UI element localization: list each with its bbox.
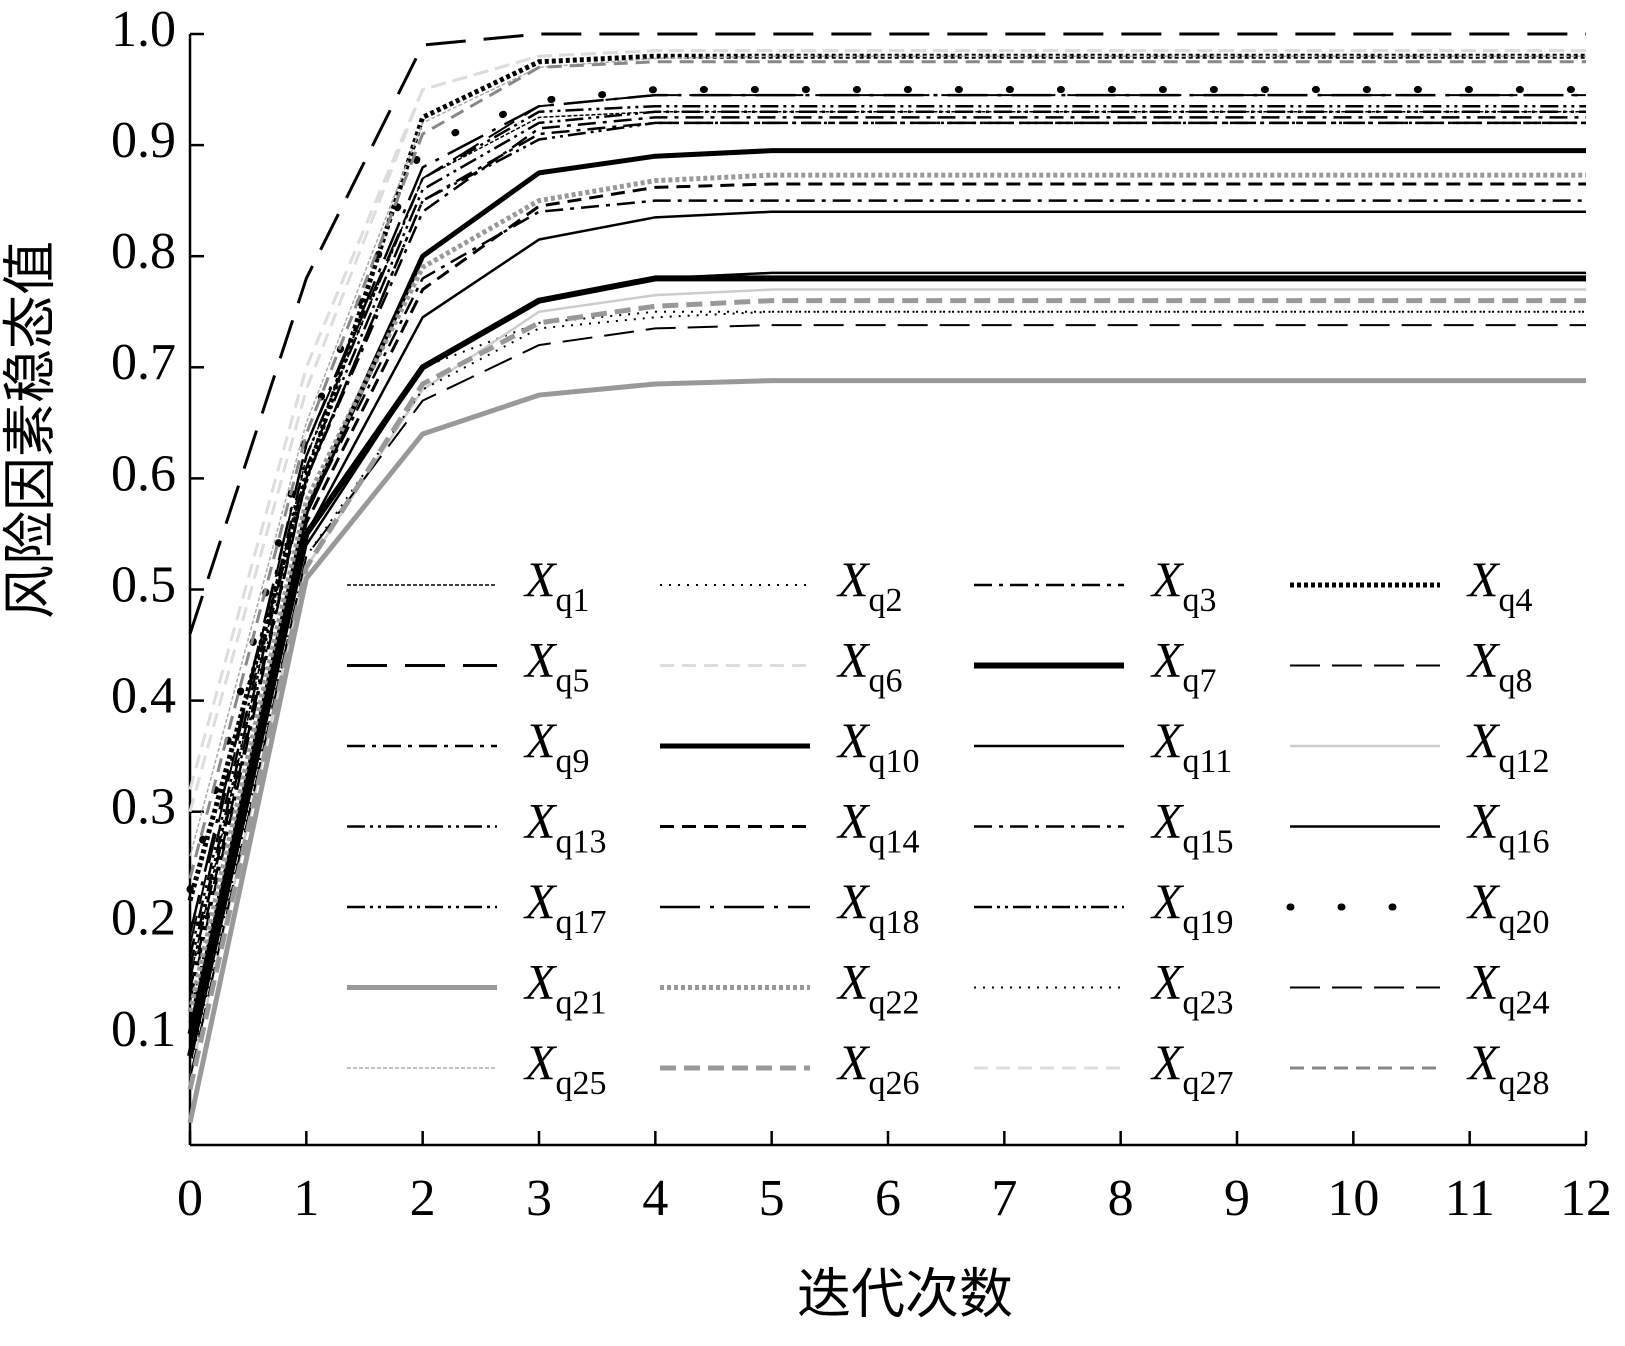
legend-label: Xq27	[1150, 1034, 1234, 1101]
legend-label: Xq1	[523, 551, 590, 618]
x-tick-label: 1	[293, 1170, 319, 1227]
legend-label: Xq7	[1150, 632, 1217, 699]
x-axis-title: 迭代次数	[797, 1264, 1013, 1324]
y-tick-label: 0.3	[111, 779, 176, 836]
x-tick-label: 3	[526, 1170, 552, 1227]
x-tick-label: 10	[1327, 1170, 1379, 1227]
legend-label: Xq15	[1150, 793, 1234, 860]
y-tick-label: 1.0	[111, 1, 176, 58]
series-line	[188, 49, 1586, 790]
legend-label: Xq18	[836, 873, 920, 940]
legend-label: Xq20	[1466, 873, 1550, 940]
series-line	[187, 298, 1586, 1090]
y-tick-label: 0.8	[111, 223, 176, 280]
legend-label: Xq22	[836, 954, 920, 1021]
series-line	[188, 116, 1586, 1001]
x-tick-label: 2	[410, 1170, 436, 1227]
legend-label: Xq19	[1150, 873, 1234, 940]
legend-label: Xq24	[1466, 954, 1550, 1021]
series-line	[188, 182, 1586, 1024]
series-line	[189, 94, 1586, 946]
x-tick-label: 4	[642, 1170, 668, 1227]
legend-label: Xq17	[523, 873, 607, 940]
legend-label: Xq2	[836, 551, 903, 618]
series-line	[187, 378, 1586, 1124]
series-line	[189, 324, 1586, 1079]
x-tick-label: 6	[875, 1170, 901, 1227]
series-line	[189, 55, 1586, 857]
y-tick-label: 0.5	[111, 556, 176, 613]
series-line	[188, 121, 1586, 979]
legend-label: Xq28	[1466, 1034, 1550, 1101]
series-line	[188, 271, 1586, 1057]
series-line	[188, 199, 1586, 1035]
legend-label: Xq5	[523, 632, 590, 699]
series-line	[188, 60, 1586, 879]
legend-label: Xq25	[523, 1034, 607, 1101]
x-tick-label: 11	[1445, 1170, 1495, 1227]
y-tick-label: 0.9	[111, 112, 176, 169]
series-line	[188, 210, 1586, 1046]
legend-label: Xq21	[523, 954, 607, 1021]
y-axis-title: 风险因素稳态值	[0, 241, 60, 619]
series-line	[188, 104, 1586, 957]
x-tick-label: 9	[1224, 1170, 1250, 1227]
legend-label: Xq12	[1466, 712, 1550, 779]
legend-label: Xq16	[1466, 793, 1550, 860]
x-tick-label: 12	[1560, 1170, 1612, 1227]
legend-label: Xq4	[1466, 551, 1533, 618]
legend-label: Xq23	[1150, 954, 1234, 1021]
legend-label: Xq10	[836, 712, 920, 779]
y-tick-label: 0.4	[111, 668, 176, 725]
legend-label: Xq3	[1150, 551, 1217, 618]
legend-label: Xq14	[836, 793, 920, 860]
legend-label: Xq9	[523, 712, 590, 779]
legend-label: Xq26	[836, 1034, 920, 1101]
legend-label: Xq6	[836, 632, 903, 699]
legend-label: Xq8	[1466, 632, 1533, 699]
series-line	[188, 110, 1586, 968]
series-line	[188, 288, 1586, 1079]
series-line	[187, 148, 1586, 1035]
y-tick-label: 0.1	[111, 1001, 176, 1058]
x-tick-label: 7	[991, 1170, 1017, 1227]
y-tick-label: 0.7	[111, 334, 176, 391]
y-tick-label: 0.2	[111, 890, 176, 947]
x-tick-label: 5	[759, 1170, 785, 1227]
y-tick-label: 0.6	[111, 445, 176, 502]
legend-label: Xq13	[523, 793, 607, 860]
x-tick-label: 0	[177, 1170, 203, 1227]
series-line	[187, 172, 1586, 1013]
series-line	[188, 93, 1586, 935]
legend-label: Xq11	[1150, 712, 1232, 779]
x-tick-label: 8	[1108, 1170, 1134, 1227]
